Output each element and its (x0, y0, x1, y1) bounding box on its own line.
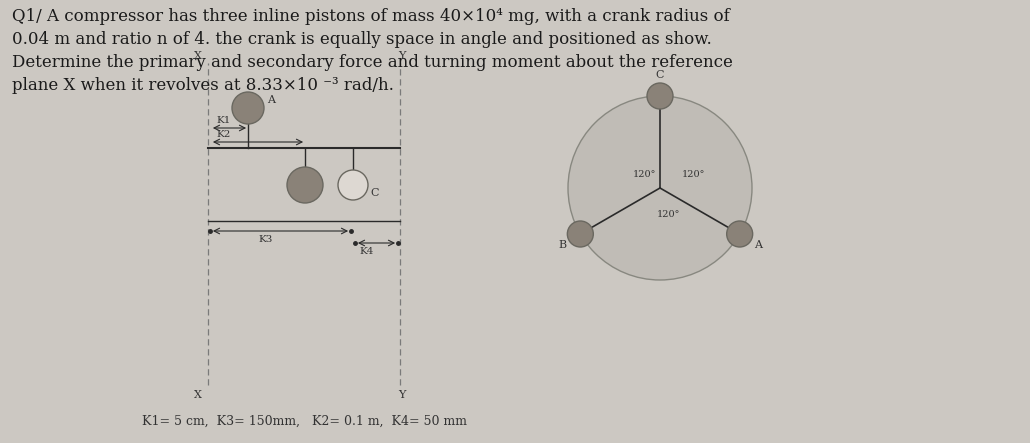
Circle shape (232, 92, 264, 124)
Text: 120°: 120° (656, 210, 680, 219)
Text: 120°: 120° (682, 170, 706, 179)
Circle shape (287, 167, 323, 203)
Circle shape (727, 221, 753, 247)
Text: Y: Y (399, 51, 406, 61)
Text: B: B (302, 182, 310, 190)
Text: X: X (194, 390, 202, 400)
Circle shape (338, 170, 368, 200)
Text: K1= 5 cm,  K3= 150mm,   K2= 0.1 m,  K4= 50 mm: K1= 5 cm, K3= 150mm, K2= 0.1 m, K4= 50 m… (141, 415, 467, 427)
Text: Q1/ A compressor has three inline pistons of mass 40×10⁴ mg, with a crank radius: Q1/ A compressor has three inline piston… (12, 8, 729, 25)
Text: C: C (370, 188, 378, 198)
Text: A: A (754, 240, 762, 249)
Circle shape (568, 221, 593, 247)
Text: plane X when it revolves at 8.33×10 ⁻³ rad/h.: plane X when it revolves at 8.33×10 ⁻³ r… (12, 77, 393, 94)
Text: 120°: 120° (632, 170, 656, 179)
Text: Determine the primary and secondary force and turning moment about the reference: Determine the primary and secondary forc… (12, 54, 733, 71)
Circle shape (647, 83, 673, 109)
Text: K1: K1 (216, 116, 231, 125)
Text: C: C (656, 70, 664, 80)
Text: K2: K2 (216, 130, 231, 139)
Text: K3: K3 (258, 235, 272, 244)
Text: 0.04 m and ratio n of 4. the crank is equally space in angle and positioned as s: 0.04 m and ratio n of 4. the crank is eq… (12, 31, 712, 48)
Text: Y: Y (399, 390, 406, 400)
Text: X: X (194, 51, 202, 61)
Text: A: A (267, 95, 275, 105)
Circle shape (568, 96, 752, 280)
Text: B: B (558, 240, 566, 249)
Text: K4: K4 (359, 247, 373, 256)
